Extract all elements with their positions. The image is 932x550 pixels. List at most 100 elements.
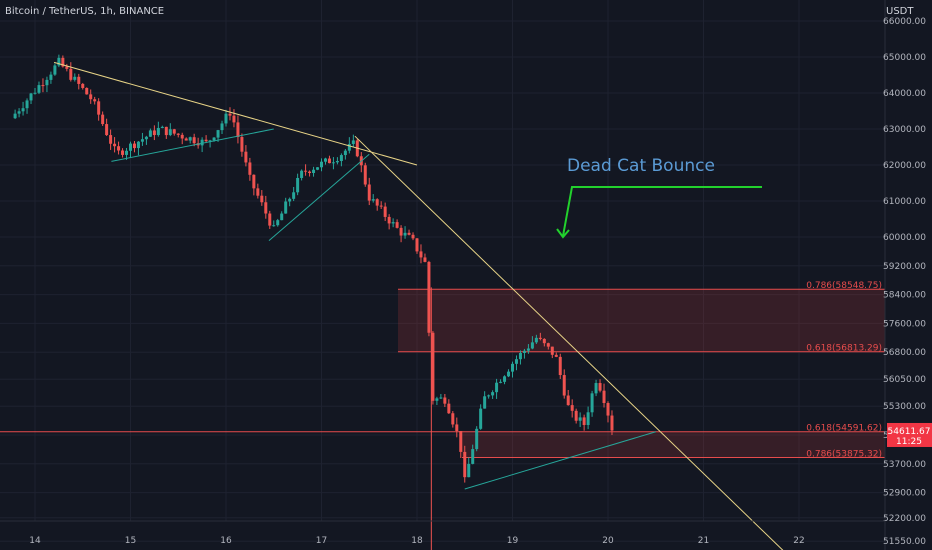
fib-label: 0.618(54591.62) [806, 424, 882, 434]
trendline [354, 135, 784, 550]
trendline [268, 153, 370, 241]
candle-body [268, 213, 272, 226]
candle-body [256, 188, 260, 196]
candle-body [598, 383, 602, 391]
candle-body [602, 390, 606, 404]
candle-body [57, 57, 61, 66]
dead-cat-arrowhead [556, 228, 570, 239]
candle-body [435, 398, 439, 401]
candle-body [351, 140, 355, 144]
candle-body [363, 165, 367, 185]
candle-body [522, 350, 526, 353]
candle-body [192, 137, 196, 144]
fib-zone-upper [398, 289, 885, 352]
candle-body [475, 428, 479, 450]
candle-body [594, 383, 598, 394]
last-price-countdown: 11:25 [896, 437, 922, 447]
candle-body [105, 124, 109, 136]
candle-body [204, 139, 208, 142]
trendline [111, 128, 274, 162]
candle-body [144, 136, 148, 140]
price-tick: 52200.00 [883, 514, 926, 524]
date-tick: 16 [220, 536, 232, 546]
candle-body [375, 199, 379, 206]
fib-label: 0.618(56813.29) [806, 344, 882, 354]
candle-body [554, 354, 558, 357]
candle-body [534, 337, 538, 343]
candle-body [288, 198, 292, 202]
candle-body [451, 413, 455, 425]
candle-body [216, 130, 220, 138]
candle-body [248, 162, 252, 175]
candle-body [399, 227, 403, 236]
candle-body [296, 177, 300, 193]
candle-body [89, 94, 93, 100]
candle-body [13, 113, 17, 119]
candle-body [335, 161, 339, 163]
date-tick: 20 [602, 536, 614, 546]
candle-body [578, 417, 582, 421]
candle-body [479, 408, 483, 429]
candle-body [507, 371, 511, 377]
candle-body [85, 87, 89, 95]
date-tick: 18 [411, 536, 423, 546]
date-tick: 15 [125, 536, 136, 546]
candle-body [172, 129, 176, 134]
candle-body [41, 85, 45, 87]
candle-body [25, 100, 29, 109]
candle-body [117, 146, 121, 151]
candle-body [391, 222, 395, 224]
price-tick: 56050.00 [883, 375, 926, 385]
candle-body [260, 195, 264, 203]
candle-body [200, 139, 204, 146]
candle-body [160, 126, 164, 128]
price-tick: 52900.00 [883, 489, 926, 499]
candle-body [538, 337, 542, 339]
candle-body [208, 140, 212, 142]
date-tick: 22 [793, 536, 804, 546]
candle-body [347, 143, 351, 151]
candle-body [284, 201, 288, 214]
candle-body [93, 99, 97, 102]
candle-body [228, 113, 232, 116]
candle-body [387, 216, 391, 224]
price-tick: 61000.00 [883, 197, 926, 207]
candle-body [371, 199, 375, 201]
candle-body [530, 342, 534, 349]
candle-body [176, 133, 180, 135]
candle-body [483, 396, 487, 409]
candle-body [232, 115, 236, 123]
candle-body [156, 127, 160, 136]
price-tick: 56800.00 [883, 348, 926, 358]
candle-body [264, 202, 268, 214]
price-tick: 60000.00 [883, 233, 926, 243]
price-tick: 53700.00 [883, 460, 926, 470]
candle-body [411, 234, 415, 239]
candle-body [180, 134, 184, 139]
candle-body [487, 395, 491, 397]
candle-body [463, 451, 467, 478]
candle-body [542, 338, 546, 344]
candle-body [61, 57, 65, 67]
candle-body [21, 108, 25, 112]
price-tick: 57600.00 [883, 319, 926, 329]
candle-body [558, 356, 562, 376]
candle-body [312, 169, 316, 173]
candle-body [81, 83, 85, 88]
candle-body [499, 381, 503, 383]
candle-body [73, 76, 77, 80]
candle-body [367, 184, 371, 201]
price-tick: 51550.00 [883, 537, 926, 547]
candle-body [383, 206, 387, 217]
candle-body [415, 238, 419, 252]
candle-body [292, 192, 296, 199]
candle-body [188, 137, 192, 141]
candle-body [570, 405, 574, 411]
candle-body [136, 141, 140, 149]
candle-body [33, 92, 37, 94]
candle-body [212, 137, 216, 141]
price-tick: 55300.00 [883, 402, 926, 412]
date-tick: 14 [29, 536, 41, 546]
candle-body [495, 382, 499, 393]
